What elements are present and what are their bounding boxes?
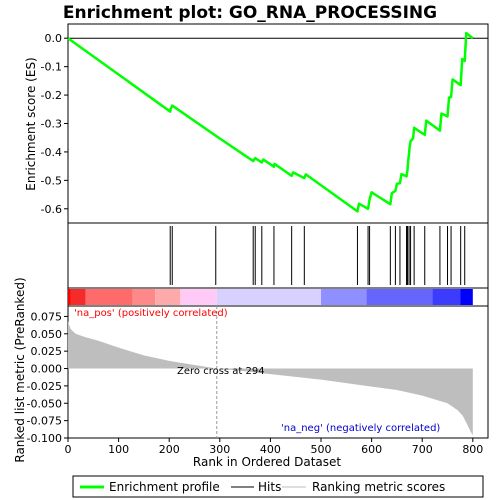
ranking-bar bbox=[68, 289, 473, 305]
ranking-bar-segment bbox=[180, 289, 217, 305]
x-tick-label: 200 bbox=[159, 443, 180, 456]
es-y-tick-label: 0.0 bbox=[45, 32, 63, 45]
metric-y-tick-label: -0.100 bbox=[27, 432, 62, 445]
legend-enrichment-label: Enrichment profile bbox=[109, 480, 220, 494]
ranking-bar-segment bbox=[68, 289, 71, 305]
es-y-tick-label: -0.2 bbox=[41, 89, 62, 102]
ranking-bar-segment bbox=[460, 289, 473, 305]
metric-y-tick-label: 0.075 bbox=[31, 310, 63, 323]
x-tick-label: 700 bbox=[412, 443, 433, 456]
legend-box bbox=[72, 475, 484, 498]
es-y-tick-label: -0.6 bbox=[41, 203, 62, 216]
x-tick-label: 600 bbox=[361, 443, 382, 456]
chart-title: Enrichment plot: GO_RNA_PROCESSING bbox=[63, 3, 437, 23]
ranking-bar-segment bbox=[70, 289, 86, 305]
metric-panel bbox=[68, 306, 473, 438]
metric-y-tick-label: 0.050 bbox=[31, 328, 63, 341]
x-tick-label: 400 bbox=[260, 443, 281, 456]
es-y-tick-label: -0.5 bbox=[41, 174, 62, 187]
metric-panel-frame bbox=[67, 305, 489, 439]
zero-cross-label: Zero cross at 294 bbox=[177, 366, 265, 377]
positive-correlation-label: 'na_pos' (positively correlated) bbox=[74, 308, 228, 319]
x-tick-label: 800 bbox=[462, 443, 483, 456]
ranking-bar-segment bbox=[366, 289, 433, 305]
es-y-tick-label: -0.4 bbox=[41, 146, 62, 159]
es-panel bbox=[67, 31, 488, 213]
x-axis-title: Rank in Ordered Dataset bbox=[193, 455, 341, 469]
ranking-metric-area bbox=[68, 321, 473, 436]
metric-y-tick-label: -0.050 bbox=[27, 397, 62, 410]
es-y-tick-label: -0.1 bbox=[41, 61, 62, 74]
x-tick-label: 300 bbox=[209, 443, 230, 456]
ranking-bar-segment bbox=[216, 289, 322, 305]
hits-panel bbox=[169, 226, 466, 285]
axes: 0.0 -0.1 -0.2 -0.3 -0.4 -0.5 -0.6 0.075 0.050 0.0… bbox=[27, 32, 484, 456]
ranking-bar-segment bbox=[85, 289, 133, 305]
ranking-bar-segment bbox=[432, 289, 461, 305]
metric-y-tick-label: -0.075 bbox=[27, 415, 62, 428]
metric-y-tick-label: 0.000 bbox=[31, 363, 63, 376]
es-y-tick-label: -0.3 bbox=[41, 118, 62, 131]
metric-y-tick-label: 0.025 bbox=[31, 345, 63, 358]
legend-hits-label: Hits bbox=[258, 480, 281, 494]
legend-metric-label: Ranking metric scores bbox=[312, 480, 445, 494]
x-tick-label: 0 bbox=[65, 443, 72, 456]
metric-axis-title: Ranked list metric (PreRanked) bbox=[13, 277, 27, 462]
negative-correlation-label: 'na_neg' (negatively correlated) bbox=[281, 423, 440, 434]
ranking-bar-segment bbox=[321, 289, 367, 305]
es-axis-title: Enrichment score (ES) bbox=[24, 57, 38, 190]
x-tick-label: 500 bbox=[311, 443, 332, 456]
ranking-bar-segment bbox=[132, 289, 156, 305]
ranking-bar-segment bbox=[155, 289, 181, 305]
x-tick-label: 100 bbox=[108, 443, 129, 456]
metric-y-tick-label: -0.025 bbox=[27, 380, 62, 393]
enrichment-profile-line bbox=[67, 31, 474, 213]
